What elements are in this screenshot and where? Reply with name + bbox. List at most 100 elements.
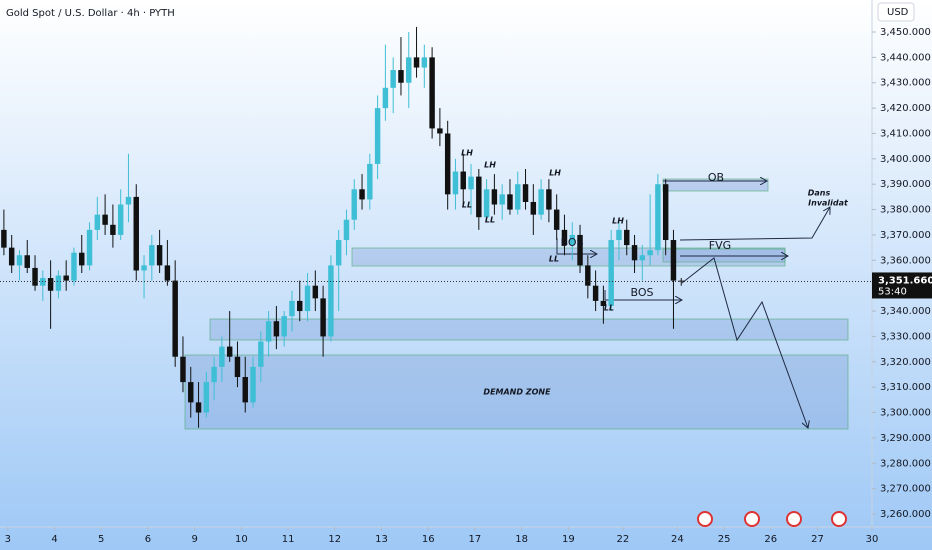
last-price-box — [872, 272, 932, 299]
x-tick-label: 19 — [562, 534, 575, 545]
candle-body — [491, 189, 498, 205]
candle-body — [149, 245, 155, 266]
candle-body — [592, 285, 599, 301]
candle-body — [47, 278, 54, 291]
candle-body — [561, 229, 568, 246]
candle-body — [328, 265, 334, 337]
x-tick-label: 30 — [866, 534, 879, 545]
x-tick-label: 24 — [671, 534, 684, 545]
candle-body — [71, 252, 77, 281]
x-tick-label: 3 — [5, 534, 11, 545]
annotation: BOS — [561, 236, 584, 249]
annotation: OB — [708, 171, 724, 184]
candle-body — [24, 255, 30, 268]
x-tick-label: 5 — [98, 534, 104, 545]
y-tick-label: 3,390.000 — [880, 179, 931, 190]
candle-body — [1, 229, 7, 248]
candle-body — [133, 196, 139, 271]
candle-body — [219, 346, 225, 367]
candle-body — [8, 247, 15, 266]
event-flag[interactable] — [744, 511, 760, 527]
candle-body — [304, 285, 311, 312]
event-flag[interactable] — [831, 511, 847, 527]
candle-body — [398, 70, 404, 83]
annotation: Dans — [808, 189, 831, 198]
y-tick-label: 3,300.000 — [880, 408, 931, 419]
x-tick-label: 9 — [191, 534, 197, 545]
candle-body — [281, 316, 287, 337]
y-tick-label: 3,320.000 — [880, 357, 931, 368]
event-flags — [697, 511, 847, 527]
candle-body — [670, 240, 677, 281]
candle-body — [468, 176, 474, 190]
candle-body — [639, 255, 646, 261]
candle-body — [499, 194, 505, 205]
y-tick-label: 3,400.000 — [880, 154, 931, 165]
arrow — [679, 207, 830, 241]
x-tick-label: 27 — [811, 534, 824, 545]
candle-body — [172, 280, 178, 357]
candle-body — [242, 377, 248, 403]
event-flag[interactable] — [786, 511, 802, 527]
projection — [681, 257, 808, 428]
arrow — [604, 290, 682, 300]
y-tick-label: 3,280.000 — [880, 458, 931, 469]
annotation: LL — [604, 304, 614, 313]
y-tick-label: 3,270.000 — [880, 484, 931, 495]
y-tick-label: 3,410.000 — [880, 128, 931, 139]
candle-body — [413, 57, 420, 68]
candle-body — [662, 184, 669, 241]
y-tick-label: 3,440.000 — [880, 52, 931, 63]
y-tick-label: 3,370.000 — [880, 230, 931, 241]
candle-body — [515, 184, 521, 210]
x-tick-label: 13 — [375, 534, 388, 545]
candle-body — [406, 57, 412, 83]
annotation: LH — [461, 149, 473, 158]
candle-body — [55, 275, 62, 291]
annotation: LH — [612, 217, 624, 226]
y-tick-label: 3,290.000 — [880, 433, 931, 444]
event-flag[interactable] — [697, 511, 713, 527]
candle-body — [476, 176, 482, 218]
candle-body — [110, 224, 116, 235]
candle-body — [429, 57, 435, 129]
candle-body — [600, 300, 607, 306]
y-tick-label: 3,260.000 — [880, 509, 931, 520]
drawings — [556, 181, 830, 428]
candle-body — [117, 204, 124, 235]
y-tick-label: 3,340.000 — [880, 306, 931, 317]
candle-body — [374, 108, 381, 164]
candle-body — [86, 229, 93, 266]
candle-body — [538, 189, 544, 215]
x-tick-label: 16 — [422, 534, 435, 545]
x-tick-label: 22 — [616, 534, 629, 545]
demand-zone — [184, 354, 849, 430]
currency-box[interactable] — [877, 2, 915, 22]
x-tick-label: 10 — [235, 534, 248, 545]
annotation: Invalidat — [808, 199, 849, 208]
candle-body — [297, 300, 303, 312]
candle-body — [577, 234, 583, 266]
candle-body — [265, 321, 272, 342]
candle-body — [608, 240, 614, 306]
last-price-label: 3,351.660 — [878, 275, 932, 286]
y-tick-label: 3,380.000 — [880, 205, 931, 216]
candle-body — [483, 189, 490, 218]
candle-body — [320, 298, 326, 337]
candle-body — [569, 234, 575, 246]
candle-body — [141, 265, 147, 271]
countdown: 53:40 — [878, 286, 907, 297]
x-tick-label: 17 — [469, 534, 482, 545]
y-tick-label: 3,450.000 — [880, 27, 931, 38]
candle-body — [164, 265, 171, 281]
candle-body — [460, 171, 466, 190]
candle-body — [289, 300, 295, 317]
candle-body — [343, 219, 350, 241]
candle-body — [273, 321, 280, 337]
candle-body — [211, 366, 217, 383]
candle-body — [452, 171, 459, 195]
x-tick-label: 12 — [328, 534, 341, 545]
candle-body — [437, 128, 443, 134]
